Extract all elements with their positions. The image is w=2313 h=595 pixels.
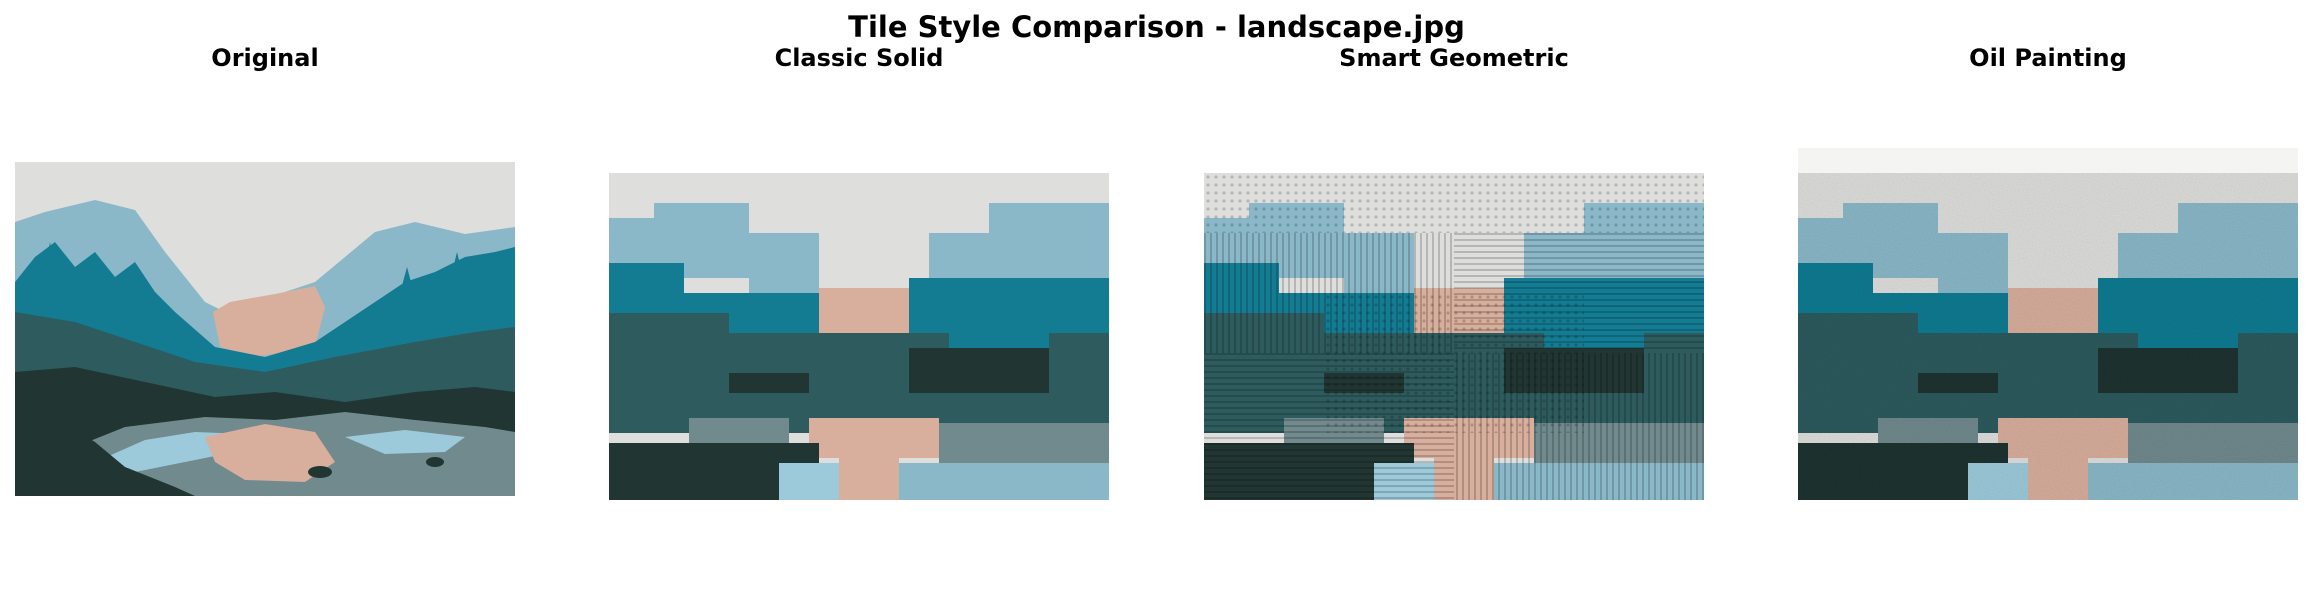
smart-geometric-image	[1204, 173, 1704, 500]
oil-painting-image	[1798, 148, 2298, 500]
panel-title-original: Original	[211, 44, 319, 72]
figure-title: Tile Style Comparison - landscape.jpg	[848, 10, 1465, 44]
classic-solid-image	[609, 173, 1109, 500]
panel-title-classic-solid: Classic Solid	[774, 44, 944, 72]
panel-title-smart-geometric: Smart Geometric	[1339, 44, 1569, 72]
original-landscape-image	[15, 162, 515, 496]
panel-title-oil-painting: Oil Painting	[1969, 44, 2127, 72]
